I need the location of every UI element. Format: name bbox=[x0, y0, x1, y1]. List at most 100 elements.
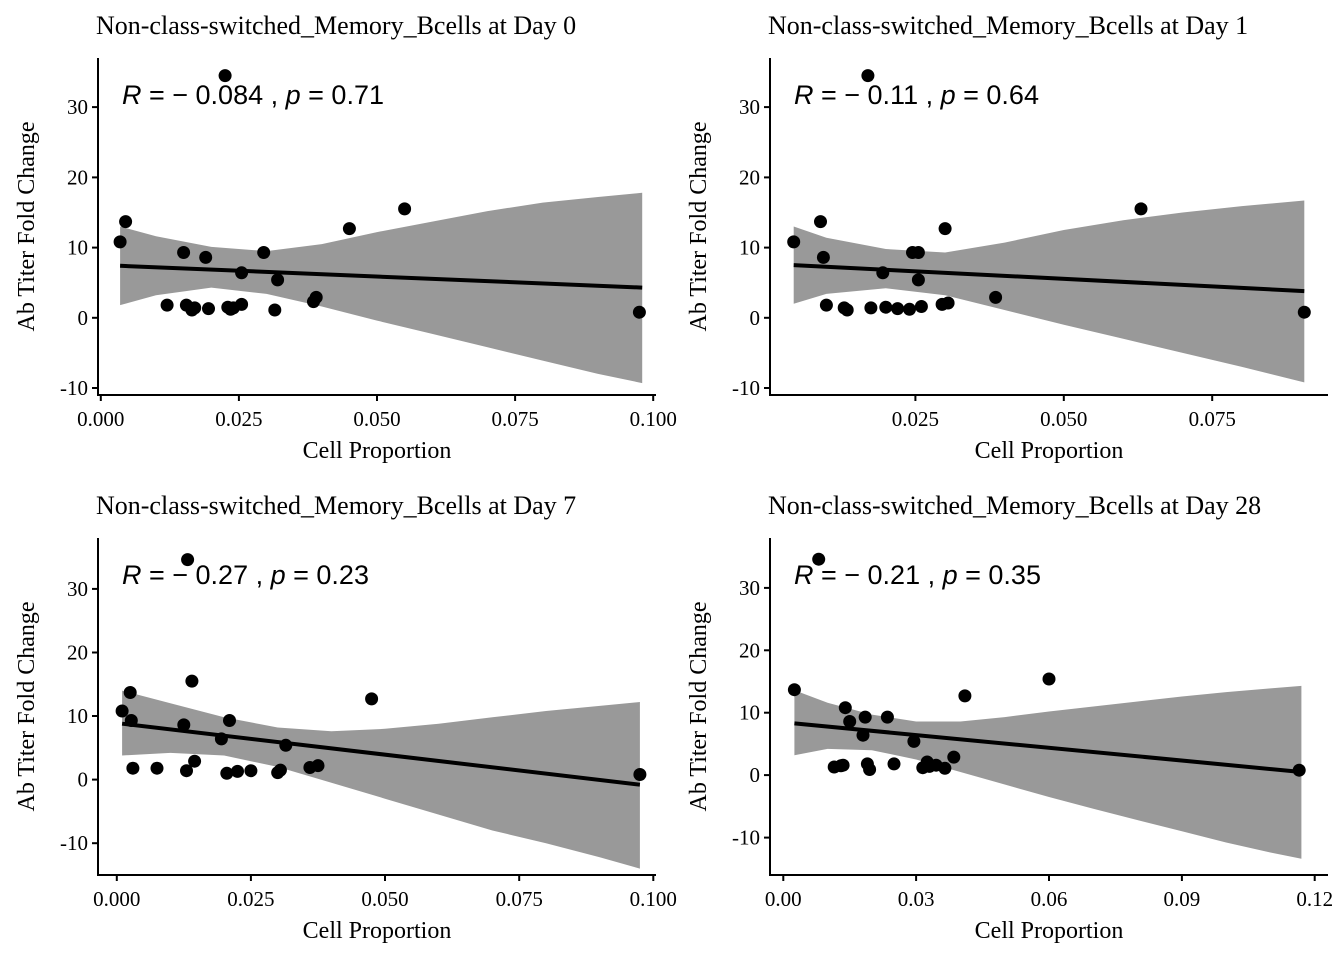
data-point bbox=[958, 689, 972, 703]
y-axis-title: Ab Titer Fold Change bbox=[14, 121, 40, 331]
regression-line bbox=[121, 721, 641, 787]
data-point bbox=[907, 734, 921, 748]
data-point bbox=[843, 715, 857, 728]
y-tick-label: 20 bbox=[739, 638, 760, 662]
data-point bbox=[126, 761, 140, 775]
regression-line bbox=[794, 721, 1302, 774]
data-point bbox=[214, 732, 228, 746]
y-tick-label: 20 bbox=[67, 641, 88, 665]
data-point bbox=[938, 761, 952, 775]
panel-title: Non-class-switched_Memory_Bcells at Day … bbox=[96, 491, 576, 520]
y-tick-label: 10 bbox=[739, 236, 760, 260]
data-point bbox=[840, 303, 854, 317]
y-tick-label: 10 bbox=[739, 701, 760, 725]
regression-line bbox=[120, 263, 643, 290]
data-point bbox=[220, 766, 234, 780]
data-point bbox=[150, 761, 164, 775]
x-axis-title: Cell Proportion bbox=[303, 438, 452, 464]
x-tick-label: 0.06 bbox=[1031, 887, 1068, 911]
x-tick-label: 0.100 bbox=[630, 407, 677, 431]
y-tick-label: 30 bbox=[739, 95, 760, 119]
x-tick-label: 0.00 bbox=[765, 887, 802, 911]
data-point bbox=[177, 246, 191, 259]
annotation-separator: , bbox=[920, 560, 943, 590]
annotation-p-value: = 0.64 bbox=[956, 80, 1039, 110]
data-point bbox=[863, 763, 877, 776]
x-tick-label: 0.050 bbox=[361, 887, 408, 911]
data-point bbox=[279, 738, 293, 752]
x-axis-title: Cell Proportion bbox=[975, 918, 1124, 944]
data-point bbox=[218, 69, 232, 83]
data-point bbox=[123, 686, 137, 699]
data-point bbox=[911, 273, 925, 287]
data-point bbox=[856, 728, 870, 742]
y-tick-label: 20 bbox=[67, 165, 88, 189]
data-point bbox=[115, 704, 129, 718]
data-point bbox=[273, 763, 287, 777]
panel-day-0: Non-class-switched_Memory_Bcells at Day … bbox=[14, 11, 677, 464]
x-tick-label: 0.100 bbox=[630, 887, 677, 911]
x-axis-title: Cell Proportion bbox=[975, 438, 1124, 464]
annotation-r-label: R bbox=[122, 80, 142, 110]
annotation-r-label: R bbox=[122, 560, 142, 590]
data-point bbox=[914, 300, 928, 313]
annotation-r-label: R bbox=[794, 560, 814, 590]
data-point bbox=[1297, 305, 1311, 319]
data-point bbox=[879, 300, 893, 314]
x-tick-label: 0.03 bbox=[898, 887, 935, 911]
data-point bbox=[911, 246, 925, 259]
annotation-r-value: = − 0.084 bbox=[142, 80, 264, 110]
data-point bbox=[876, 266, 890, 280]
confidence-band bbox=[120, 192, 643, 384]
panel-day-1: Non-class-switched_Memory_Bcells at Day … bbox=[686, 11, 1328, 464]
annotation-p-value: = 0.23 bbox=[286, 560, 369, 590]
data-point bbox=[177, 718, 191, 732]
data-point bbox=[235, 266, 249, 280]
data-point bbox=[989, 290, 1003, 304]
y-tick-label: 0 bbox=[750, 763, 761, 787]
annotation-separator: , bbox=[263, 80, 286, 110]
annotation-p-label: p bbox=[940, 80, 956, 110]
y-tick-label: 30 bbox=[67, 95, 88, 119]
annotation-r-value: = − 0.21 bbox=[814, 560, 921, 590]
confidence-band bbox=[122, 690, 640, 869]
annotation-p-label: p bbox=[285, 80, 301, 110]
x-tick-label: 0.075 bbox=[1189, 407, 1236, 431]
data-point bbox=[268, 303, 282, 317]
data-point bbox=[185, 674, 199, 688]
panel-day-28: Non-class-switched_Memory_Bcells at Day … bbox=[686, 491, 1333, 944]
data-point bbox=[819, 298, 833, 312]
panel-title: Non-class-switched_Memory_Bcells at Day … bbox=[768, 491, 1261, 520]
data-point bbox=[787, 235, 801, 249]
y-tick-label: 20 bbox=[739, 165, 760, 189]
data-point bbox=[271, 273, 285, 287]
data-point bbox=[632, 305, 646, 319]
data-point bbox=[891, 302, 905, 316]
x-tick-label: 0.025 bbox=[215, 407, 262, 431]
x-tick-label: 0.000 bbox=[77, 407, 124, 431]
x-tick-label: 0.075 bbox=[491, 407, 538, 431]
x-tick-label: 0.075 bbox=[496, 887, 543, 911]
data-point bbox=[1292, 763, 1306, 777]
y-tick-label: -10 bbox=[732, 826, 760, 850]
x-tick-label: 0.050 bbox=[1040, 407, 1087, 431]
data-point bbox=[257, 246, 271, 259]
data-point bbox=[838, 701, 852, 715]
x-tick-label: 0.025 bbox=[892, 407, 939, 431]
data-point bbox=[861, 69, 875, 83]
data-point bbox=[398, 202, 412, 216]
x-tick-label: 0.050 bbox=[353, 407, 400, 431]
data-point bbox=[812, 552, 826, 566]
y-axis-title: Ab Titer Fold Change bbox=[686, 601, 712, 811]
correlation-annotation: R = − 0.27 , p = 0.23 bbox=[122, 560, 369, 590]
data-point bbox=[814, 215, 827, 229]
x-axis-title: Cell Proportion bbox=[303, 918, 452, 944]
correlation-annotation: R = − 0.084 , p = 0.71 bbox=[122, 80, 384, 110]
data-point bbox=[836, 758, 850, 772]
panel-title: Non-class-switched_Memory_Bcells at Day … bbox=[768, 11, 1248, 40]
annotation-p-value: = 0.71 bbox=[301, 80, 384, 110]
data-point bbox=[160, 298, 174, 312]
annotation-r-label: R bbox=[794, 80, 814, 110]
confidence-band bbox=[793, 200, 1305, 383]
data-point bbox=[947, 750, 961, 764]
